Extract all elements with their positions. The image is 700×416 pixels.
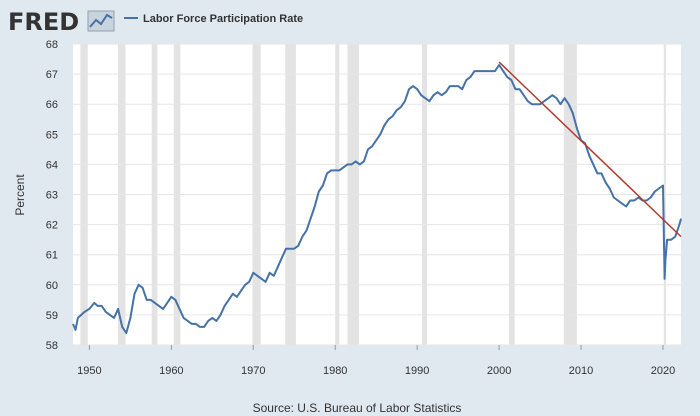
y-tick-label-58: 58: [46, 340, 58, 352]
x-tick-label-2020: 2020: [651, 365, 675, 377]
x-tick-label-2000: 2000: [487, 365, 511, 377]
gridlines: [73, 43, 681, 346]
x-tick-label-1950: 1950: [77, 365, 101, 377]
y-tick-label-64: 64: [46, 159, 58, 171]
x-tick-label-1970: 1970: [241, 365, 265, 377]
y-axis-title: Percent: [13, 174, 27, 216]
y-tick-label-68: 68: [46, 39, 58, 51]
x-tick-label-1990: 1990: [405, 365, 429, 377]
y-tick-label-62: 62: [46, 220, 58, 232]
y-tick-label-63: 63: [46, 190, 58, 202]
y-tick-label-65: 65: [46, 129, 58, 141]
fred-logo-graph-icon: [87, 10, 115, 32]
source-note: Source: U.S. Bureau of Labor Statistics: [253, 401, 462, 415]
y-axis-ticks: 58 59 60 61 62 63 64 65 66 67 68: [46, 39, 58, 352]
y-tick-label-67: 67: [46, 69, 58, 81]
x-axis-ticks: 1950 1960 1970 1980 1990 2000 2010 2020: [77, 345, 675, 377]
series-line-labor-force-participation: [72, 64, 682, 334]
y-tick-label-61: 61: [46, 250, 58, 262]
x-tick-label-1960: 1960: [159, 365, 183, 377]
y-tick-label-60: 60: [46, 280, 58, 292]
legend-label: Labor Force Participation Rate: [143, 13, 303, 25]
x-tick-label-2010: 2010: [569, 365, 593, 377]
y-tick-label-59: 59: [46, 310, 58, 322]
y-tick-label-66: 66: [46, 99, 58, 111]
x-tick-label-1980: 1980: [323, 365, 347, 377]
fred-logo[interactable]: FRED: [8, 8, 79, 36]
trend-line: [498, 61, 682, 238]
